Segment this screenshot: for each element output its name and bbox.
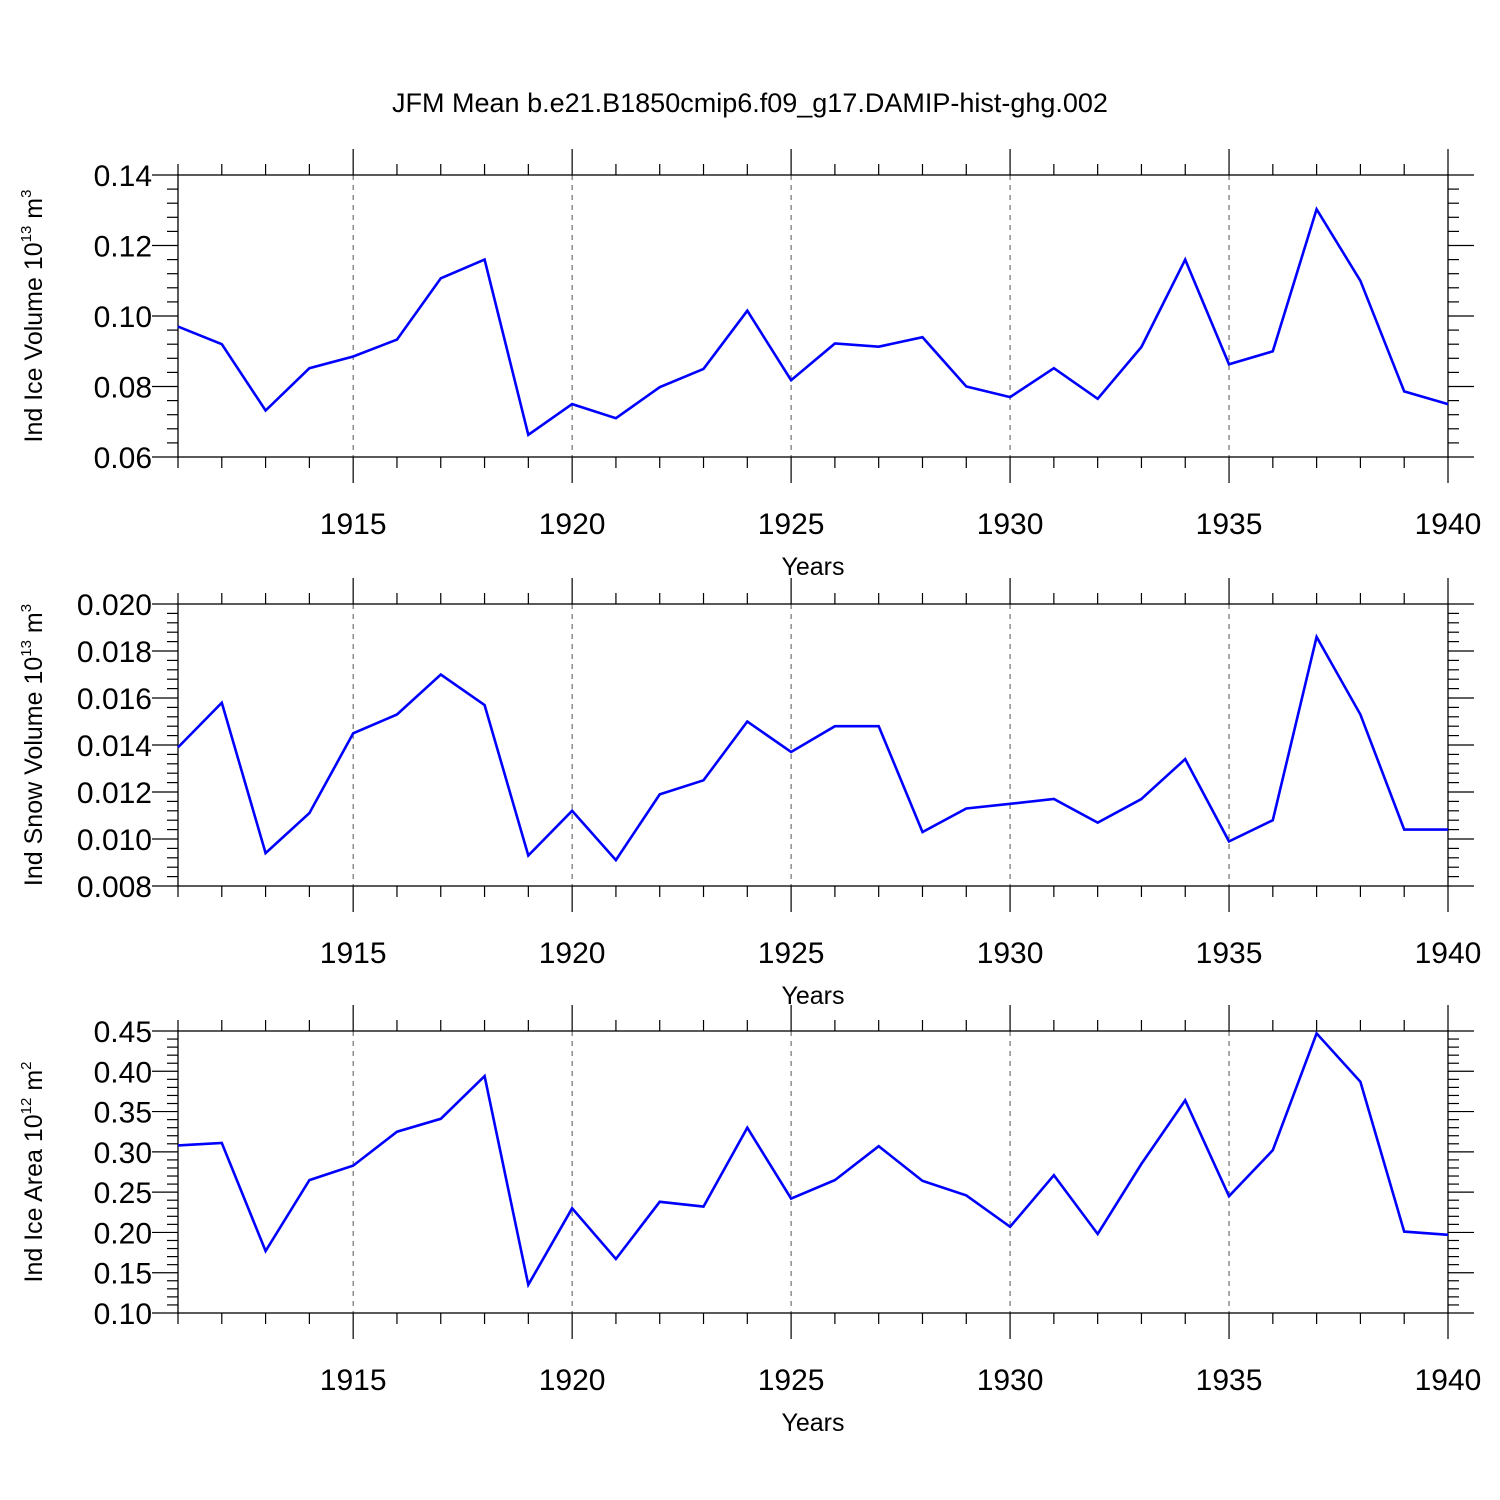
x-tick-label: 1920	[539, 508, 606, 541]
x-tick-label: 1925	[758, 508, 825, 541]
y-tick-label: 0.45	[94, 1016, 152, 1049]
plot-frame	[177, 174, 1449, 458]
y-tick-label: 0.016	[77, 683, 152, 716]
y-tick-label: 0.06	[94, 442, 152, 475]
y-axis-title-unit: m	[20, 1070, 48, 1098]
x-axis-title: Years	[781, 982, 844, 1010]
x-tick-label: 1925	[758, 1364, 825, 1397]
series-line	[177, 206, 1449, 437]
y-axis-title-main: Ind Ice Area 10	[20, 1114, 48, 1282]
y-tick-label: 0.35	[94, 1097, 152, 1130]
y-tick-label: 0.10	[94, 1298, 152, 1331]
y-tick-label: 0.10	[94, 301, 152, 334]
x-tick-label: 1920	[539, 1364, 606, 1397]
panel-1: 1915 1920 1925 1930 1935 1940 0.06 0.08 0.10 0.12…	[18, 149, 1481, 581]
y-axis-title: Ind Snow Volume 1013 m3	[18, 604, 48, 886]
plot-frame	[177, 1030, 1449, 1314]
plot-frame	[177, 603, 1449, 887]
panel-2: 1915 1920 1925 1930 1935 1940 0.008 0.010 0.012 0…	[18, 578, 1481, 1010]
x-tick-label: 1930	[977, 1364, 1044, 1397]
y-axis-title-exponent: 13	[18, 226, 35, 243]
y-axis-title-unit: m	[20, 198, 48, 226]
y-axis-title-unit-exponent: 3	[18, 190, 35, 198]
y-tick-label: 0.25	[94, 1177, 152, 1210]
x-tick-label: 1925	[758, 937, 825, 970]
series-line	[177, 633, 1448, 863]
y-tick-label: 0.012	[77, 777, 152, 810]
y-tick-label: 0.15	[94, 1258, 152, 1291]
y-tick-label: 0.20	[94, 1217, 152, 1250]
y-axis-title-exponent: 12	[18, 1098, 35, 1115]
y-tick-label: 0.40	[94, 1056, 152, 1089]
y-tick-label: 0.30	[94, 1137, 152, 1170]
y-tick-label: 0.14	[94, 160, 152, 193]
x-tick-label: 1935	[1196, 937, 1263, 970]
x-tick-label: 1915	[320, 508, 387, 541]
figure-title: JFM Mean b.e21.B1850cmip6.f09_g17.DAMIP-…	[392, 88, 1108, 118]
y-axis-title-exponent: 13	[18, 640, 35, 657]
panels: 1915 1920 1925 1930 1935 1940 0.06 0.08 0.10 0.12…	[18, 149, 1481, 1437]
x-tick-label: 1940	[1415, 937, 1482, 970]
y-axis-title-unit-exponent: 2	[18, 1062, 35, 1070]
y-axis-title-unit-exponent: 3	[18, 604, 35, 612]
x-tick-label: 1935	[1196, 1364, 1263, 1397]
x-tick-label: 1930	[977, 937, 1044, 970]
y-tick-label: 0.010	[77, 824, 152, 857]
x-tick-label: 1915	[320, 1364, 387, 1397]
y-axis-title-unit: m	[20, 612, 48, 640]
x-tick-label: 1940	[1415, 1364, 1482, 1397]
x-axis-title: Years	[781, 1409, 844, 1437]
y-tick-label: 0.020	[77, 589, 152, 622]
y-axis-title-main: Ind Snow Volume 10	[20, 657, 48, 886]
y-tick-label: 0.12	[94, 231, 152, 264]
y-tick-label: 0.014	[77, 730, 152, 763]
x-tick-label: 1940	[1415, 508, 1482, 541]
y-axis-title: Ind Ice Volume 1013 m3	[18, 190, 48, 443]
y-tick-label: 0.008	[77, 871, 152, 904]
y-tick-label: 0.018	[77, 636, 152, 669]
y-axis-title: Ind Ice Area 1012 m2	[18, 1062, 48, 1283]
x-tick-label: 1930	[977, 508, 1044, 541]
y-axis-title-main: Ind Ice Volume 10	[20, 242, 48, 442]
panel-3: 1915 1920 1925 1930 1935 1940 0.10 0.15 0.20 0.25…	[18, 1005, 1481, 1437]
x-tick-label: 1920	[539, 937, 606, 970]
x-tick-label: 1915	[320, 937, 387, 970]
x-axis-title: Years	[781, 553, 844, 581]
series-line	[177, 1030, 1449, 1289]
x-tick-label: 1935	[1196, 508, 1263, 541]
y-tick-label: 0.08	[94, 372, 152, 405]
